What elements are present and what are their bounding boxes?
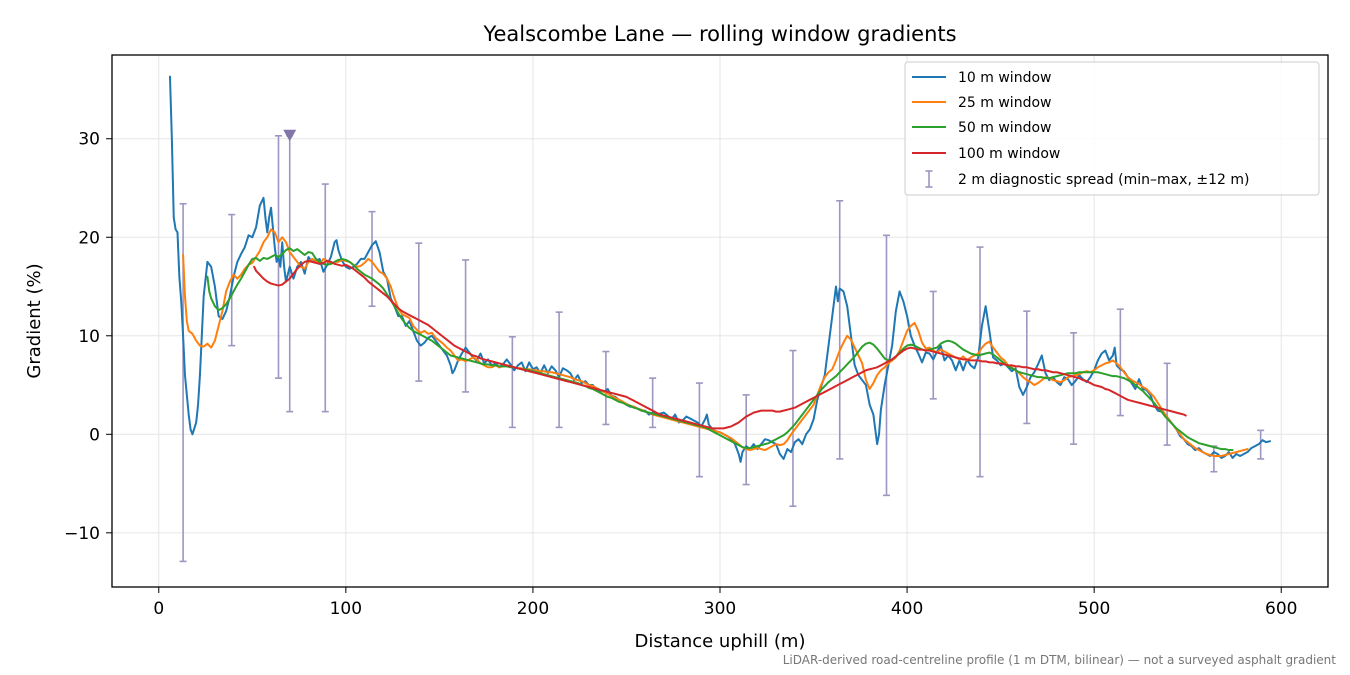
x-tick-label: 100 (330, 599, 362, 619)
spread-bar (555, 311, 563, 429)
footnote: LiDAR-derived road-centreline profile (1… (783, 653, 1337, 667)
spread-bar (1257, 429, 1265, 460)
legend-label: 10 m window (958, 70, 1051, 86)
x-axis-ticks: 0 100 200 300 400 500 600 (153, 587, 1297, 619)
x-tick-label: 200 (517, 599, 549, 619)
legend-label: 50 m window (958, 120, 1051, 136)
legend: 10 m window 25 m window 50 m window 100 m w… (904, 61, 1320, 196)
grid (112, 55, 1328, 587)
legend-label: 100 m window (958, 146, 1060, 162)
spread-bar (321, 183, 329, 413)
legend-label: 25 m window (958, 95, 1051, 111)
y-tick-label: 10 (78, 327, 100, 347)
x-tick-label: 300 (704, 599, 736, 619)
y-tick-label: −10 (64, 524, 100, 544)
spread-bar (462, 259, 470, 393)
legend-box (904, 61, 1320, 196)
x-axis-label: Distance uphill (m) (635, 631, 806, 652)
spread-bar (1116, 308, 1124, 417)
y-tick-label: 20 (78, 228, 100, 248)
peak-marker (283, 129, 297, 142)
x-tick-label: 500 (1078, 599, 1110, 619)
spread-bar (508, 335, 516, 429)
x-tick-label: 400 (891, 599, 923, 619)
spread-bar (742, 394, 750, 486)
x-tick-label: 0 (153, 599, 164, 619)
y-tick-label: 30 (78, 130, 100, 150)
spread-bar (695, 382, 703, 478)
spread-bar (415, 242, 423, 382)
spread-bar (836, 200, 844, 460)
y-axis-ticks: −10 0 10 20 30 (64, 130, 112, 544)
spread-bar (1070, 332, 1078, 445)
spread-bar (602, 350, 610, 426)
spread-bar (649, 377, 657, 429)
x-tick-label: 600 (1265, 599, 1297, 619)
spread-bar (789, 349, 797, 508)
spread-bar (929, 290, 937, 400)
legend-items: 10 m window 25 m window 50 m window 100 m w… (912, 70, 1249, 188)
spread-bar (368, 210, 376, 308)
y-tick-label: 0 (89, 425, 100, 445)
peak-marker-triangle (283, 129, 297, 142)
series-lines (168, 75, 1272, 463)
chart-title: Yealscombe Lane — rolling window gradien… (482, 22, 956, 46)
series-line-4 (253, 259, 1187, 430)
spread-bar (1163, 362, 1171, 446)
legend-label: 2 m diagnostic spread (min–max, ±12 m) (958, 172, 1249, 188)
series-line-3 (206, 247, 1234, 452)
y-axis-label: Gradient (%) (24, 263, 45, 378)
